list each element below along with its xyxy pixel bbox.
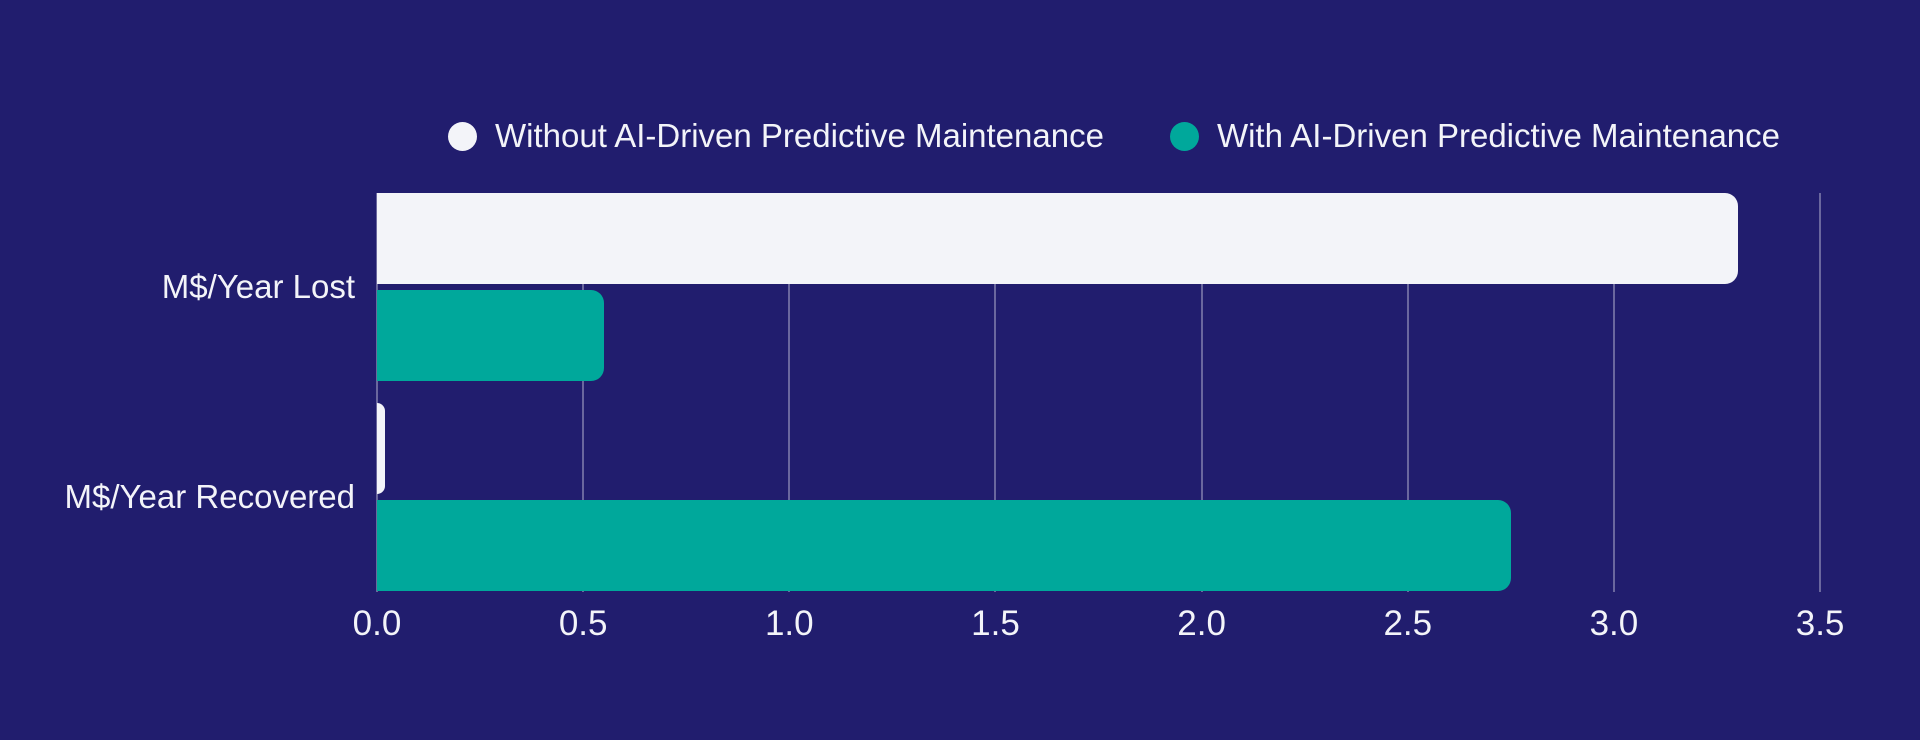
- gridline: [1406, 193, 1409, 592]
- legend-item-with-ai[interactable]: With AI-Driven Predictive Maintenance: [1169, 117, 1780, 155]
- x-tick-label: 3.5: [1795, 604, 1845, 643]
- legend-label-with-ai: With AI-Driven Predictive Maintenance: [1216, 117, 1780, 154]
- x-tick-label: 1.0: [764, 604, 814, 643]
- x-tick-label: 0.0: [352, 604, 402, 643]
- legend-item-without-ai[interactable]: Without AI-Driven Predictive Maintenance: [448, 117, 1104, 155]
- bar[interactable]: [377, 193, 1738, 284]
- gridline: [1200, 193, 1203, 592]
- gridline: [376, 193, 378, 592]
- x-tick-label: 1.5: [971, 604, 1020, 643]
- gridline: [994, 193, 997, 592]
- plot-area: [376, 193, 1851, 592]
- x-tick-label: 0.5: [558, 604, 608, 643]
- legend-marker-circle-icon: [448, 121, 477, 151]
- legend-marker-circle-icon: [1169, 121, 1199, 151]
- bar[interactable]: [377, 290, 604, 381]
- chart-legend: Without AI-Driven Predictive Maintenance…: [377, 114, 1851, 158]
- bar[interactable]: [377, 403, 386, 494]
- bar[interactable]: [377, 500, 1511, 591]
- gridline: [1819, 193, 1822, 592]
- legend-label-without-ai: Without AI-Driven Predictive Maintenance: [495, 117, 1104, 154]
- x-tick-label: 2.0: [1177, 604, 1226, 643]
- gridline: [788, 193, 791, 592]
- category-label: M$/Year Lost: [161, 268, 355, 305]
- x-tick-label: 2.5: [1383, 604, 1433, 643]
- x-tick-label: 3.0: [1589, 604, 1639, 643]
- category-label: M$/Year Recovered: [64, 478, 355, 515]
- gridline: [582, 193, 585, 592]
- gridline: [1612, 193, 1615, 592]
